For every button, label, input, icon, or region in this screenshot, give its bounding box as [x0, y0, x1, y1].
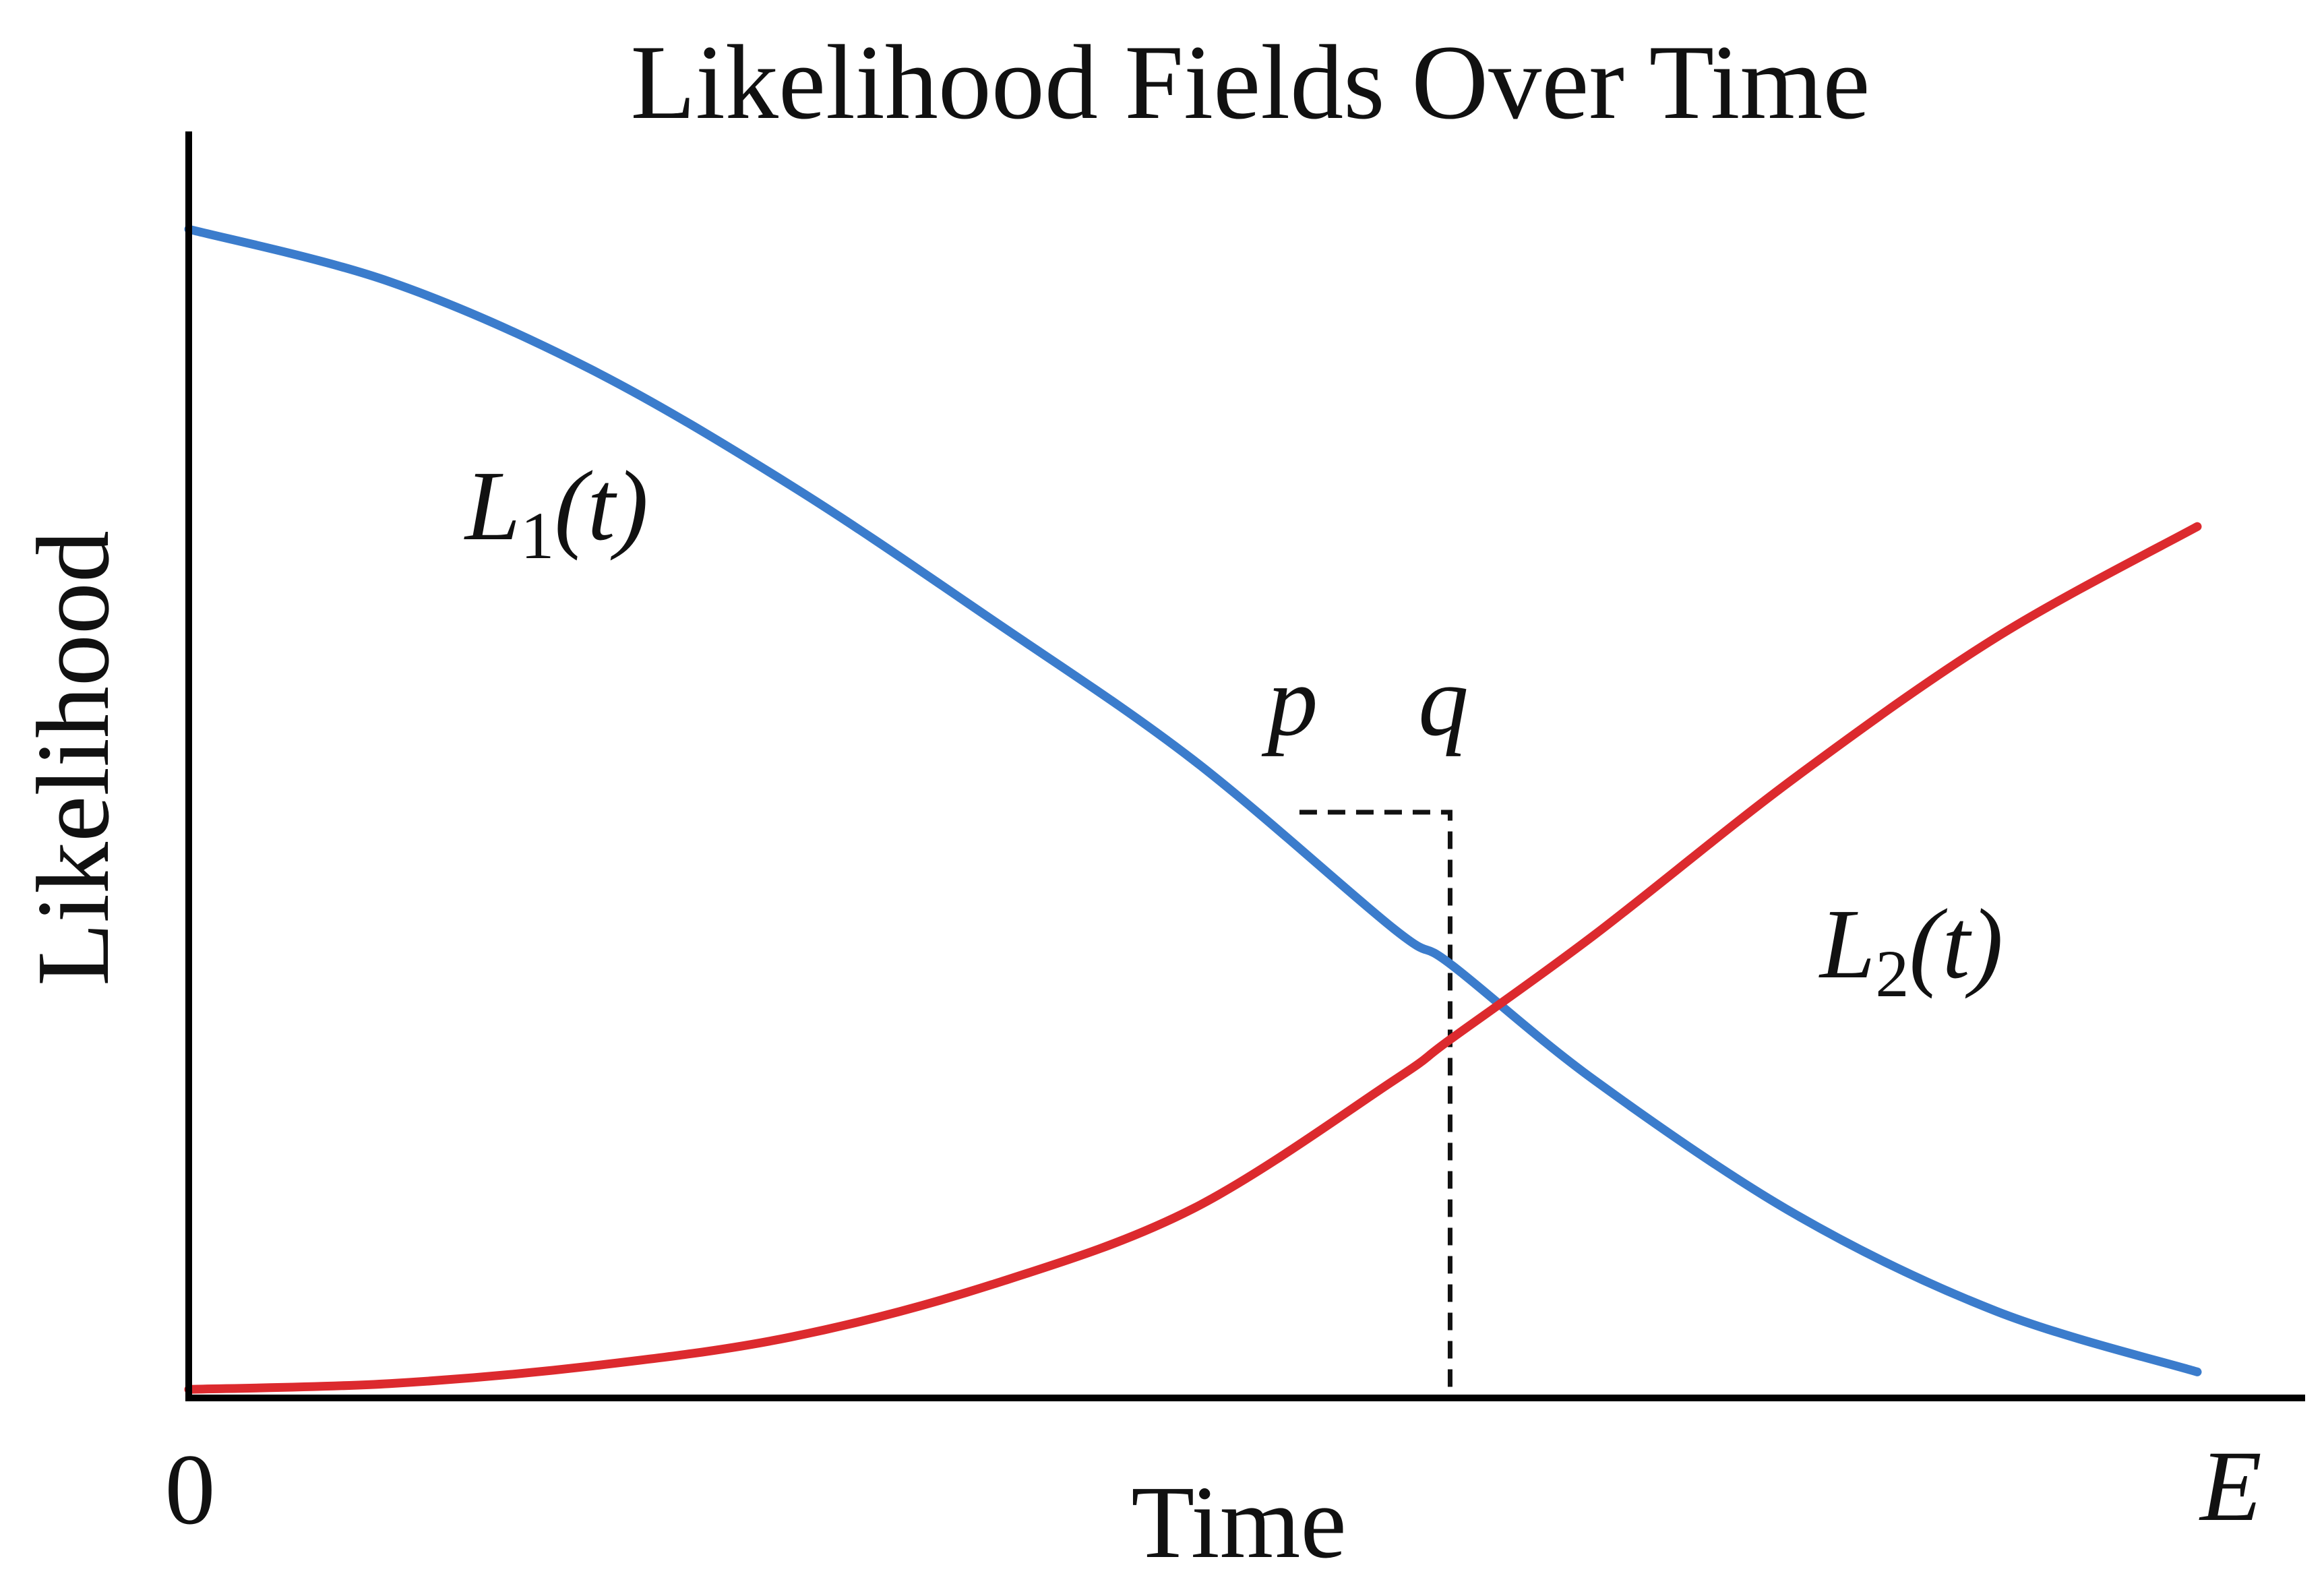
labels-layer: L1(t) L2(t) p q — [464, 451, 2003, 1011]
chart-title: Likelihood Fields Over Time — [631, 24, 1870, 142]
annotation-label-p: p — [1261, 645, 1318, 757]
series-line-2 — [184, 522, 2202, 1394]
series-label-1: L1(t) — [464, 451, 648, 573]
x-tick-label-0: 0 — [165, 1434, 216, 1546]
series-layer — [184, 224, 2202, 1394]
x-axis-label: Time — [1131, 1465, 1347, 1580]
x-tick-label-E: E — [2199, 1430, 2262, 1542]
series-line-1 — [184, 224, 2202, 1376]
y-axis-label: Likelihood — [16, 530, 131, 986]
dashed-guide — [1299, 810, 1452, 1395]
dashed-guide-line — [1299, 810, 1452, 1395]
series-label-2: L2(t) — [1818, 889, 2003, 1011]
annotation-label-q: q — [1418, 645, 1469, 757]
